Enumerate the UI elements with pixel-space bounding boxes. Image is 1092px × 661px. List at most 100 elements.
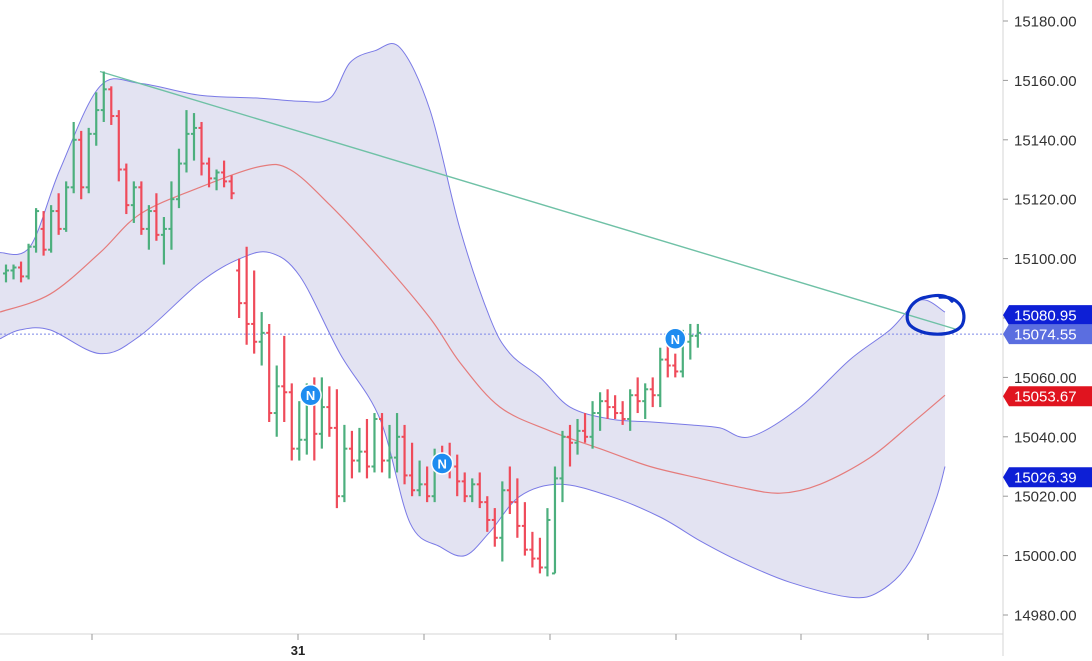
annotation-layer	[905, 293, 966, 336]
price-tick-label: 15020.00	[1014, 489, 1077, 506]
ohlc-bar	[551, 466, 558, 575]
ohlc-bar	[582, 413, 589, 443]
ohlc-bar	[55, 193, 62, 235]
ohlc-bar	[288, 383, 295, 461]
ohlc-bar	[363, 418, 370, 479]
ohlc-bar	[85, 127, 92, 194]
time-axis[interactable]: 31	[0, 633, 1003, 658]
news-marker-label: N	[306, 388, 315, 403]
ohlc-bar	[40, 211, 47, 256]
price-label-text: 15026.39	[1014, 470, 1077, 487]
ohlc-bar	[258, 312, 265, 366]
ohlc-bar	[100, 71, 107, 122]
price-tick-label: 15180.00	[1014, 14, 1077, 31]
ohlc-bar	[348, 430, 355, 479]
ohlc-bar	[153, 193, 160, 241]
ohlc-bar	[642, 383, 649, 419]
news-marker-circle[interactable]	[664, 327, 687, 351]
news-marker-circle[interactable]	[430, 452, 454, 475]
hand-drawn-circle	[905, 293, 966, 336]
ohlc-bar	[198, 121, 205, 176]
price-tick-label: 15100.00	[1014, 251, 1077, 268]
price-tick-label: 15120.00	[1014, 192, 1077, 209]
ohlc-bar	[213, 169, 220, 191]
bollinger-bands	[0, 43, 946, 599]
ohlc-bar	[401, 424, 408, 485]
ohlc-bar	[454, 454, 461, 497]
ohlc-bar	[409, 442, 416, 497]
ohlc-bar	[251, 270, 258, 354]
price-label: 15053.67	[1003, 386, 1092, 407]
ohlc-bar	[243, 246, 250, 345]
price-labels: 15080.95 15074.55 15053.67 15026.39	[1003, 305, 1092, 488]
ohlc-bar	[318, 377, 325, 449]
ohlc-bar	[371, 413, 378, 473]
news-marker-label: N	[437, 457, 446, 472]
price-label-box	[1003, 386, 1092, 407]
ohlc-bar	[341, 424, 348, 503]
news-marker[interactable]: N	[664, 327, 687, 351]
ohlc-bar	[536, 537, 543, 574]
price-label: 15026.39	[1003, 467, 1092, 488]
ohlc-bar	[461, 472, 468, 503]
ohlc-bar	[529, 531, 536, 568]
ohlc-bar	[672, 353, 679, 378]
ohlc-bar	[634, 377, 641, 414]
news-markers[interactable]: N N N	[299, 327, 687, 475]
price-label-text: 15053.67	[1014, 389, 1077, 406]
ohlc-bar	[469, 478, 476, 503]
ohlc-bar	[130, 181, 137, 223]
price-label-box	[1003, 324, 1092, 345]
ohlc-bar	[236, 258, 243, 318]
ohlc-bar	[559, 430, 566, 503]
price-tick-label: 14980.00	[1014, 608, 1077, 625]
price-tick-label: 15000.00	[1014, 548, 1077, 565]
ohlc-bar	[108, 86, 115, 125]
ohlc-bar	[597, 392, 604, 431]
price-label-box	[1003, 467, 1092, 488]
trendline-layer[interactable]	[99, 70, 959, 331]
ohlc-bar	[379, 413, 385, 473]
ohlc-bar	[499, 481, 506, 562]
ohlc-bar	[183, 110, 190, 173]
ohlc-bar	[649, 377, 656, 408]
ohlc-bar	[394, 413, 401, 473]
ohlc-bar	[175, 148, 182, 209]
ohlc-bar	[296, 401, 303, 461]
price-label: 15074.55	[1003, 324, 1092, 345]
price-tick-label: 15160.00	[1014, 73, 1077, 90]
middle-band-line	[0, 163, 946, 494]
ohlc-bar	[567, 424, 573, 467]
ohlc-bar	[514, 478, 521, 538]
upper-band-line	[0, 43, 946, 439]
ohlc-bar	[506, 466, 513, 515]
ohlc-bar	[70, 121, 77, 194]
ohlc-bar	[589, 401, 596, 449]
ohlc-bar	[386, 424, 393, 479]
ohlc-bar	[168, 181, 175, 250]
price-label-text: 15074.55	[1014, 327, 1077, 344]
news-marker-circle[interactable]	[299, 383, 322, 407]
ohlc-bar	[78, 130, 85, 200]
ohlc-bar	[18, 261, 25, 283]
ohlc-bar	[93, 92, 100, 146]
ohlc-bar	[63, 181, 70, 232]
news-marker[interactable]: N	[299, 383, 322, 407]
news-marker[interactable]: N	[430, 452, 454, 475]
ohlc-bar	[160, 217, 167, 265]
ohlc-bar	[476, 472, 483, 509]
ohlc-bar	[619, 401, 626, 425]
ohlc-bar	[33, 208, 40, 253]
ohlc-bar	[574, 418, 581, 455]
ohlc-bar	[604, 389, 611, 419]
ohlc-bar	[612, 395, 619, 419]
ohlc-bar	[10, 264, 17, 280]
ohlc-bar	[221, 160, 228, 188]
time-tick-label: 31	[291, 643, 305, 656]
trendline[interactable]	[99, 70, 959, 331]
ohlc-bar	[657, 347, 664, 408]
ohlc-bar	[138, 181, 145, 235]
ohlc-bar	[544, 508, 551, 577]
